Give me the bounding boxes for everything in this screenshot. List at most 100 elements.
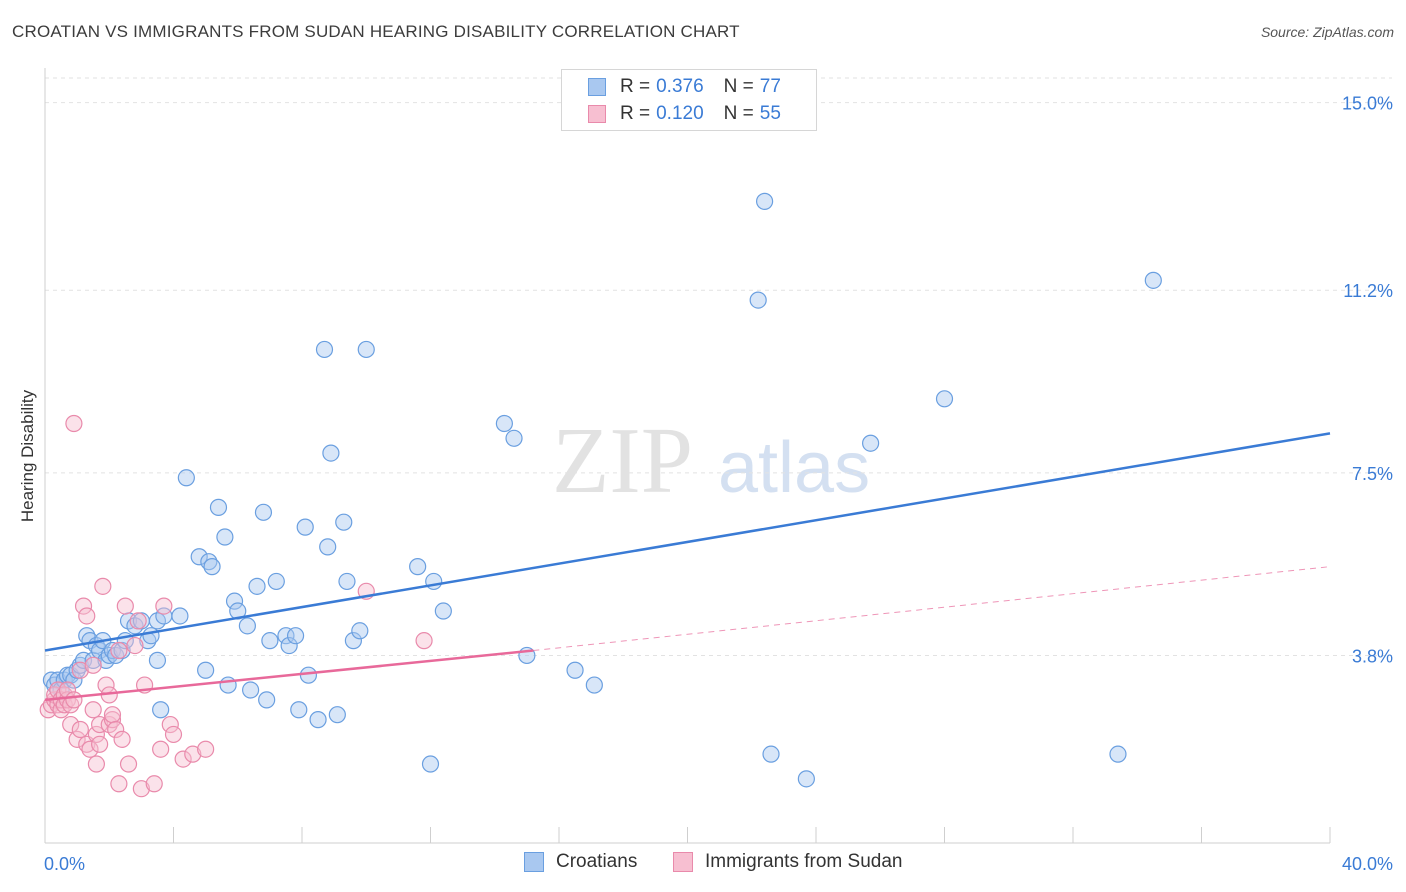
croatians-point <box>585 676 603 694</box>
sudan-point <box>174 750 192 768</box>
croatians-point <box>238 617 256 635</box>
croatians-point <box>495 414 513 433</box>
sudan-trendline <box>44 649 534 702</box>
series-legend-label: Immigrants from Sudan <box>705 851 903 872</box>
sudan-point <box>152 740 170 758</box>
croatians-point <box>248 577 266 595</box>
sudan-point <box>39 701 57 719</box>
sudan-point <box>87 755 106 773</box>
croatians-point <box>755 192 774 210</box>
sudan-point <box>62 715 80 734</box>
sudan-point <box>126 636 144 655</box>
croatians-point <box>261 632 279 650</box>
sudan-point <box>184 745 202 763</box>
legend-swatch-sudan <box>588 105 606 123</box>
sudan-point <box>129 612 147 630</box>
sudan-point <box>91 735 109 753</box>
croatians-point <box>290 701 308 719</box>
croatians-point <box>566 661 584 679</box>
croatians-point <box>209 498 228 516</box>
sudan-point <box>110 775 128 793</box>
sudan-point <box>415 632 433 650</box>
sudan-point <box>116 597 134 615</box>
croatians-point <box>142 627 160 645</box>
sudan-point <box>155 597 173 615</box>
chart-source: Source: ZipAtlas.com <box>1260 24 1394 40</box>
sudan-point <box>91 715 109 734</box>
croatians-point <box>319 538 337 556</box>
croatians-point <box>203 558 221 576</box>
croatians-point <box>177 469 195 487</box>
sudan-point <box>49 696 67 714</box>
croatians-point <box>277 627 295 645</box>
croatians-point <box>65 671 83 689</box>
croatians-point <box>286 627 305 645</box>
legend-r-label: R = <box>620 76 651 97</box>
croatians-point <box>762 745 780 763</box>
y-tick-label: 3.8% <box>1352 646 1393 666</box>
sudan-point <box>103 706 122 724</box>
legend-n-value: 55 <box>759 103 781 124</box>
croatians-point <box>351 622 369 640</box>
croatians-point <box>148 651 167 669</box>
legend-swatch-croatians <box>588 78 606 96</box>
x-tick-label: 0.0% <box>44 854 85 874</box>
sudan-point <box>74 597 93 615</box>
sudan-point <box>78 607 96 625</box>
series-legend-swatch-croatians <box>524 852 544 872</box>
sudan-point <box>161 715 179 734</box>
croatians-point <box>434 602 452 620</box>
legend-n-label: N = <box>723 103 754 124</box>
sudan-point <box>132 780 150 798</box>
sudan-point <box>58 691 77 709</box>
croatians-point <box>103 641 122 660</box>
legend-n-label: N = <box>723 76 754 97</box>
croatians-point <box>200 553 218 571</box>
croatians-point <box>100 646 118 665</box>
croatians-point <box>749 291 767 309</box>
y-tick-label: 11.2% <box>1343 281 1393 301</box>
croatians-point <box>335 513 353 531</box>
croatians-point <box>797 770 815 788</box>
sudan-point <box>94 577 112 595</box>
croatians-point <box>190 548 208 566</box>
croatians-point <box>338 572 356 591</box>
croatians-trendline <box>44 432 1331 652</box>
sudan-point <box>164 725 183 744</box>
croatians-point <box>225 592 244 610</box>
croatians-point <box>309 711 327 729</box>
croatians-point <box>254 503 273 521</box>
croatians-point <box>197 661 215 679</box>
sudan-point <box>145 775 163 793</box>
sudan-point <box>107 720 125 739</box>
sudan-point <box>103 711 122 729</box>
sudan-point <box>119 755 138 773</box>
croatians-point <box>242 681 260 699</box>
sudan-point <box>84 701 102 719</box>
croatians-point <box>344 632 362 650</box>
y-tick-label: 7.5% <box>1352 464 1393 484</box>
sudan-point <box>87 725 106 744</box>
croatians-point <box>1144 271 1162 289</box>
croatians-point <box>299 666 318 684</box>
sudan-point <box>68 730 86 748</box>
sudan-point <box>65 414 83 433</box>
sudan-point <box>65 691 83 709</box>
y-axis-label: Hearing Disability <box>18 389 37 523</box>
croatians-point <box>171 607 189 625</box>
series-legend-croatians: Croatians <box>524 851 637 873</box>
croatians-point <box>296 518 314 536</box>
x-tick-label: 40.0% <box>1342 854 1393 874</box>
sudan-trendline-extension <box>533 566 1331 652</box>
croatians-point <box>409 558 427 576</box>
series-legend: Croatians Immigrants from Sudan <box>0 851 1406 877</box>
chart-title: CROATIAN VS IMMIGRANTS FROM SUDAN HEARIN… <box>12 22 740 41</box>
sudan-point <box>84 656 102 674</box>
croatians-point <box>216 528 234 546</box>
croatians-point <box>152 701 170 719</box>
croatians-point <box>421 755 440 773</box>
y-tick-label: 15.0% <box>1342 94 1393 114</box>
sudan-point <box>113 730 131 748</box>
legend: R = 0.376 N = 77 R = 0.120 N = 55 <box>561 69 817 131</box>
